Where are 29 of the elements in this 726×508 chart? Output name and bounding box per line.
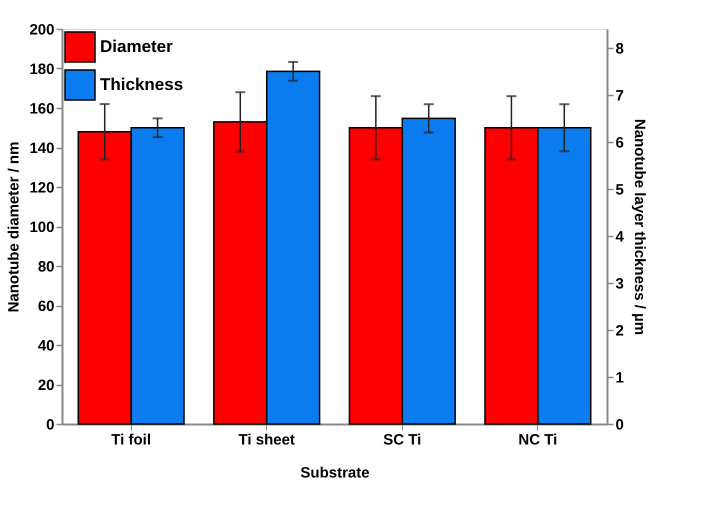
y2-tick-label: 5 — [616, 181, 624, 198]
x-tick-label: Ti foil — [111, 432, 152, 448]
y-tick-label: 20 — [38, 377, 54, 394]
y-tick-label: 200 — [29, 22, 54, 38]
y2-tick-label: 6 — [616, 134, 624, 152]
y-tick-label: 40 — [38, 338, 54, 354]
y2-tick-label: 0 — [616, 416, 624, 434]
x-tick-label: NC Ti — [518, 432, 558, 448]
y-tick-label: 80 — [38, 258, 54, 276]
y-tick-label: 120 — [29, 180, 54, 196]
y2-tick-label: 3 — [616, 275, 624, 292]
legend-label: Diameter — [100, 37, 174, 56]
x-tick-label: Ti sheet — [238, 432, 295, 448]
y2-tick-label: 7 — [616, 87, 624, 104]
y-tick-label: 0 — [46, 416, 54, 434]
y-tick-label: 100 — [29, 219, 54, 236]
y2-tick-label: 8 — [616, 40, 624, 58]
y2-tick-label: 4 — [616, 228, 624, 246]
y2-axis-title: Nanotube layer thickness / µm — [630, 118, 648, 336]
y-tick-label: 140 — [29, 140, 54, 157]
y2-tick-label: 1 — [616, 369, 624, 386]
y-axis-title: Nanotube diameter / nm — [5, 142, 22, 312]
y-tick-label: 60 — [38, 298, 54, 315]
y2-tick-label: 2 — [616, 322, 624, 340]
y-tick-label: 160 — [29, 100, 54, 118]
legend-label: Thickness — [100, 75, 184, 94]
y-tick-label: 180 — [29, 61, 54, 78]
x-tick-label: SC Ti — [383, 432, 422, 448]
x-axis-title: Substrate — [300, 464, 370, 482]
